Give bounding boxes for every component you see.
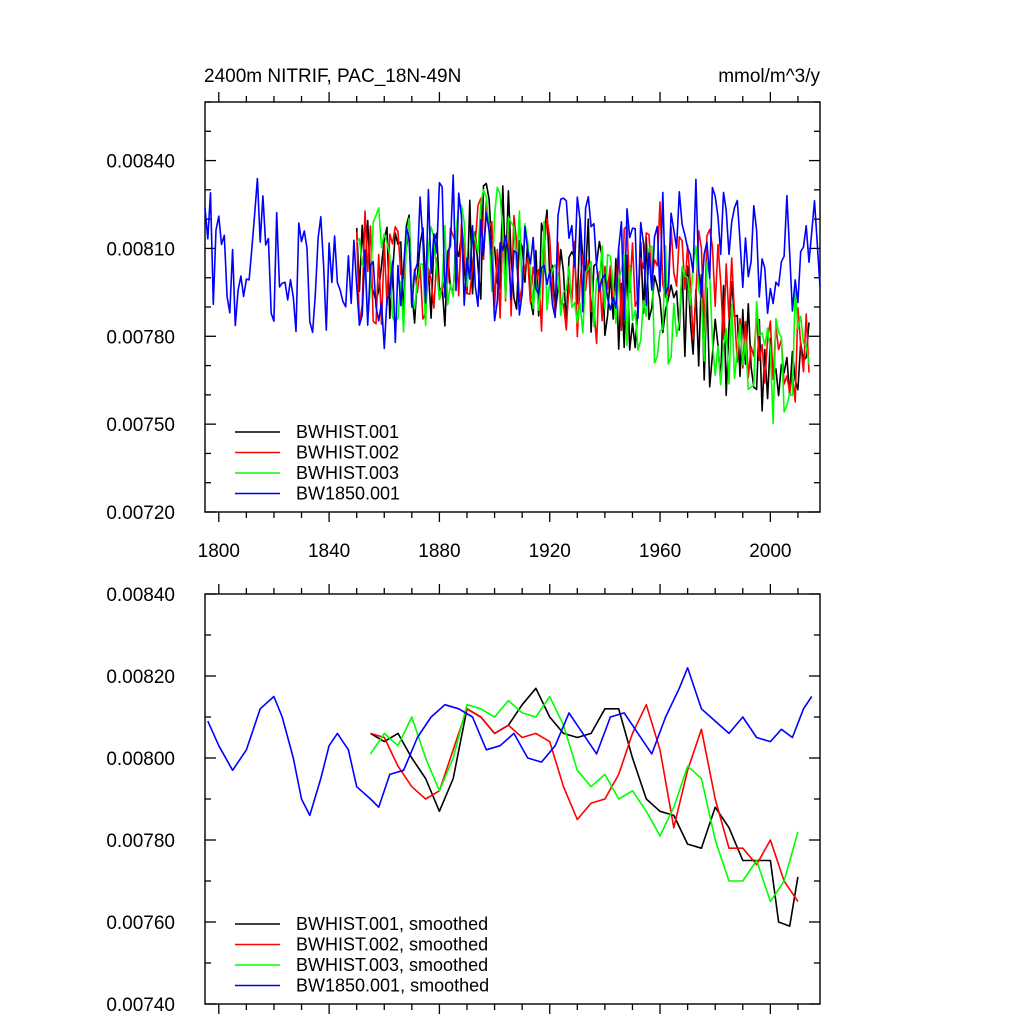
top-series-group xyxy=(204,174,821,425)
legend-label: BWHIST.003 xyxy=(296,463,399,483)
legend-label: BWHIST.002 xyxy=(296,443,399,463)
x-tick-label: 1960 xyxy=(639,541,681,562)
bottom-series-group xyxy=(207,667,813,927)
y-tick-label: 0.00820 xyxy=(106,667,175,688)
legend-label: BWHIST.002, smoothed xyxy=(296,935,488,955)
bottom-panel: 0.00740 0.00760 0.00780 0.00800 0.00820 0.008… xyxy=(106,584,821,1016)
top-units: mmol/m^3/y xyxy=(718,66,820,87)
legend-label: BW1850.001, smoothed xyxy=(296,976,489,996)
top-title: 2400m NITRIF, PAC_18N-49N xyxy=(204,66,461,87)
x-tick-label: 2000 xyxy=(749,541,791,562)
legend-label: BW1850.001 xyxy=(296,484,400,504)
series-line-blue xyxy=(207,667,813,817)
bottom-y-tick-labels: 0.00740 0.00760 0.00780 0.00800 0.00820 0.008… xyxy=(106,585,175,1016)
legend-label: BWHIST.001 xyxy=(296,422,399,442)
y-tick-label: 0.00800 xyxy=(106,749,175,770)
series-line-green xyxy=(369,695,799,903)
top-tick-marks xyxy=(205,92,820,522)
x-tick-label: 1920 xyxy=(529,541,571,562)
series-line-red xyxy=(355,197,810,403)
top-y-tick-labels: 0.00720 0.00750 0.00780 0.00810 0.00840 xyxy=(106,152,175,524)
y-tick-label: 0.00720 xyxy=(106,503,175,524)
y-tick-label: 0.00780 xyxy=(106,831,175,852)
y-tick-label: 0.00740 xyxy=(106,995,175,1016)
top-panel: 2400m NITRIF, PAC_18N-49N mmol/m^3/y 0.0… xyxy=(106,66,821,562)
bottom-tick-marks xyxy=(205,584,820,1014)
y-tick-label: 0.00750 xyxy=(106,415,175,436)
series-line-black xyxy=(370,687,799,927)
y-tick-label: 0.00840 xyxy=(106,585,175,606)
series-line-green xyxy=(356,186,810,425)
y-tick-label: 0.00840 xyxy=(106,152,175,173)
y-tick-label: 0.00780 xyxy=(106,327,175,348)
y-tick-label: 0.00810 xyxy=(106,239,175,260)
legend-label: BWHIST.003, smoothed xyxy=(296,955,488,975)
y-tick-label: 0.00760 xyxy=(106,913,175,934)
series-line-blue xyxy=(204,174,821,350)
x-tick-label: 1880 xyxy=(418,541,460,562)
top-x-tick-labels: 1800 1840 1880 1920 1960 2000 xyxy=(198,541,792,562)
x-tick-label: 1840 xyxy=(308,541,350,562)
x-tick-label: 1800 xyxy=(198,541,240,562)
legend-label: BWHIST.001, smoothed xyxy=(296,914,488,934)
